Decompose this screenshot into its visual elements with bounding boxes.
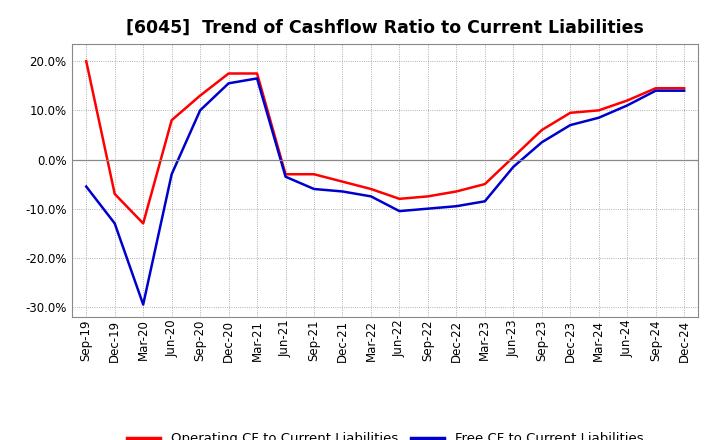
Free CF to Current Liabilities <box>480 198 489 204</box>
Operating CF to Current Liabilities <box>680 86 688 91</box>
Line: Free CF to Current Liabilities: Free CF to Current Liabilities <box>86 78 684 304</box>
Free CF to Current Liabilities <box>452 204 461 209</box>
Operating CF to Current Liabilities <box>310 172 318 177</box>
Free CF to Current Liabilities <box>623 103 631 108</box>
Operating CF to Current Liabilities <box>595 108 603 113</box>
Free CF to Current Liabilities <box>196 108 204 113</box>
Operating CF to Current Liabilities <box>253 71 261 76</box>
Operating CF to Current Liabilities <box>338 179 347 184</box>
Free CF to Current Liabilities <box>366 194 375 199</box>
Free CF to Current Liabilities <box>338 189 347 194</box>
Operating CF to Current Liabilities <box>167 117 176 123</box>
Operating CF to Current Liabilities <box>509 154 518 160</box>
Free CF to Current Liabilities <box>110 221 119 226</box>
Free CF to Current Liabilities <box>595 115 603 121</box>
Operating CF to Current Liabilities <box>423 194 432 199</box>
Operating CF to Current Liabilities <box>623 98 631 103</box>
Free CF to Current Liabilities <box>566 122 575 128</box>
Operating CF to Current Liabilities <box>566 110 575 115</box>
Free CF to Current Liabilities <box>167 172 176 177</box>
Operating CF to Current Liabilities <box>537 127 546 132</box>
Free CF to Current Liabilities <box>82 184 91 189</box>
Free CF to Current Liabilities <box>253 76 261 81</box>
Operating CF to Current Liabilities <box>225 71 233 76</box>
Free CF to Current Liabilities <box>652 88 660 93</box>
Operating CF to Current Liabilities <box>110 191 119 197</box>
Operating CF to Current Liabilities <box>196 93 204 98</box>
Operating CF to Current Liabilities <box>652 86 660 91</box>
Free CF to Current Liabilities <box>509 164 518 169</box>
Free CF to Current Liabilities <box>423 206 432 211</box>
Free CF to Current Liabilities <box>282 174 290 180</box>
Operating CF to Current Liabilities <box>139 221 148 226</box>
Operating CF to Current Liabilities <box>395 196 404 202</box>
Operating CF to Current Liabilities <box>480 181 489 187</box>
Free CF to Current Liabilities <box>680 88 688 93</box>
Free CF to Current Liabilities <box>537 139 546 145</box>
Operating CF to Current Liabilities <box>282 172 290 177</box>
Operating CF to Current Liabilities <box>366 187 375 192</box>
Line: Operating CF to Current Liabilities: Operating CF to Current Liabilities <box>86 61 684 224</box>
Free CF to Current Liabilities <box>139 302 148 307</box>
Operating CF to Current Liabilities <box>452 189 461 194</box>
Free CF to Current Liabilities <box>395 209 404 214</box>
Free CF to Current Liabilities <box>310 187 318 192</box>
Operating CF to Current Liabilities <box>82 59 91 64</box>
Legend: Operating CF to Current Liabilities, Free CF to Current Liabilities: Operating CF to Current Liabilities, Fre… <box>122 427 649 440</box>
Title: [6045]  Trend of Cashflow Ratio to Current Liabilities: [6045] Trend of Cashflow Ratio to Curren… <box>126 19 644 37</box>
Free CF to Current Liabilities <box>225 81 233 86</box>
